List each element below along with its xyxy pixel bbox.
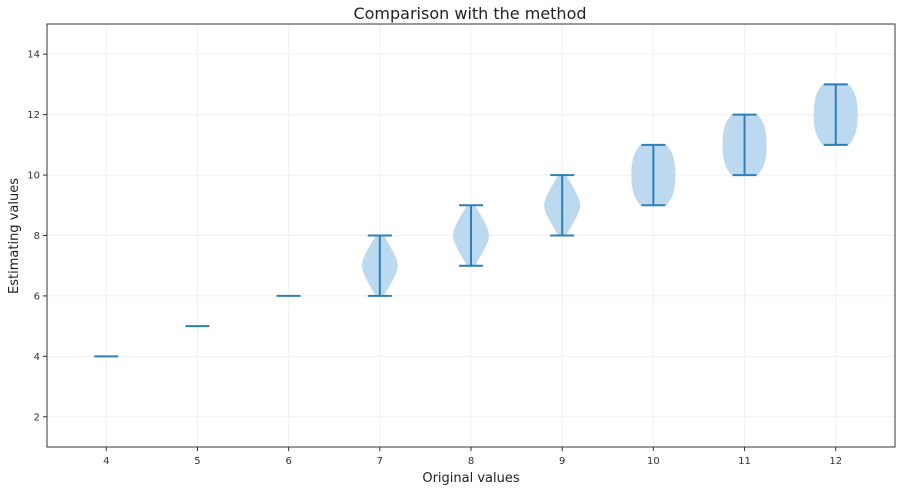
- chart-title: Comparison with the method: [353, 4, 586, 23]
- violin-layer: [94, 83, 858, 358]
- violin-12: [813, 83, 858, 146]
- x-tick-label: 5: [194, 456, 200, 467]
- y-tick-label: 10: [27, 171, 40, 182]
- y-tick-label: 14: [27, 50, 40, 61]
- x-tick-label: 8: [468, 456, 474, 467]
- violin-7: [361, 234, 398, 297]
- x-tick-label: 6: [285, 456, 291, 467]
- violin-11: [722, 113, 767, 177]
- x-tick-label: 4: [103, 456, 109, 467]
- y-tick-label: 6: [34, 291, 40, 302]
- x-axis-label: Original values: [422, 471, 520, 486]
- y-tick-label: 8: [34, 231, 40, 242]
- violin-8: [453, 204, 489, 267]
- violin-10: [631, 143, 676, 207]
- x-tick-label: 9: [559, 456, 565, 467]
- y-axis-label: Estimating values: [7, 178, 22, 294]
- y-axis: 2 4 6 8 10 12 14: [27, 50, 47, 423]
- x-tick-label: 7: [377, 456, 383, 467]
- x-axis: 4 5 6 7 8 9 10 11 12: [103, 447, 842, 467]
- x-tick-label: 11: [738, 456, 751, 467]
- y-tick-label: 12: [27, 110, 40, 121]
- x-tick-label: 10: [647, 456, 660, 467]
- violin-9: [544, 174, 581, 237]
- y-tick-label: 2: [34, 412, 40, 423]
- x-tick-label: 12: [829, 456, 842, 467]
- y-tick-label: 4: [34, 352, 40, 363]
